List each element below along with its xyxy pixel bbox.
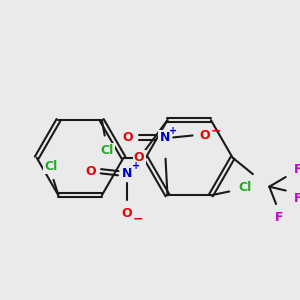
Text: O: O	[134, 151, 144, 164]
Text: N: N	[122, 167, 132, 180]
Text: O: O	[200, 129, 210, 142]
Text: Cl: Cl	[238, 181, 251, 194]
Text: −: −	[132, 212, 143, 225]
Text: N: N	[159, 131, 170, 144]
Text: Cl: Cl	[100, 145, 113, 158]
Text: O: O	[123, 131, 133, 144]
Text: +: +	[169, 126, 177, 136]
Text: −: −	[211, 124, 221, 137]
Text: F: F	[294, 192, 300, 205]
Text: +: +	[132, 161, 140, 171]
Text: Cl: Cl	[44, 160, 57, 173]
Text: O: O	[85, 165, 96, 178]
Text: F: F	[294, 163, 300, 176]
Text: F: F	[275, 211, 283, 224]
Text: O: O	[122, 207, 132, 220]
